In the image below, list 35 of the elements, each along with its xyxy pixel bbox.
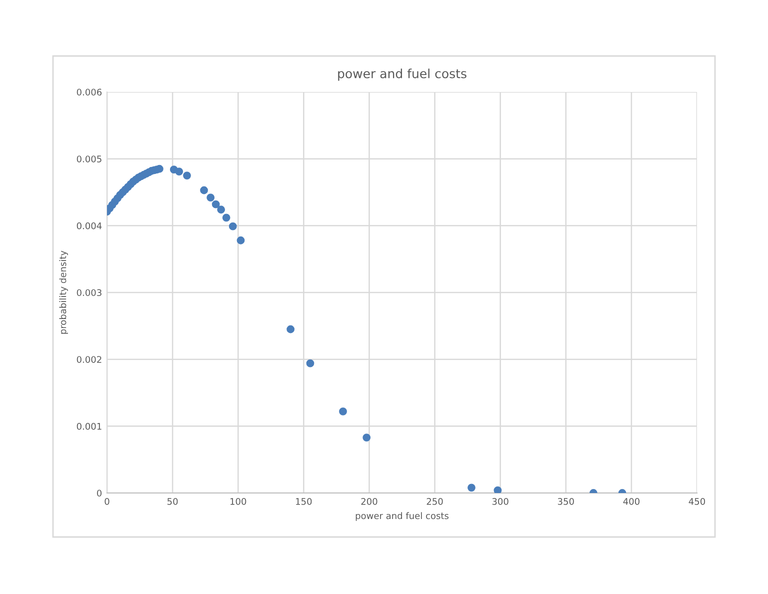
point: [468, 484, 476, 492]
y-tick-label: 0: [96, 490, 102, 497]
x-tick-label: 200: [361, 498, 378, 505]
x-tick-label: 250: [426, 498, 443, 505]
x-axis-title: power and fuel costs: [356, 512, 449, 521]
point: [175, 168, 184, 176]
point: [183, 172, 191, 180]
x-tick-label: 100: [230, 498, 246, 505]
point: [222, 214, 230, 222]
x-tick-label: 50: [168, 498, 178, 505]
y-tick-label: 0.006: [76, 88, 102, 96]
point: [200, 186, 208, 194]
point: [236, 236, 245, 244]
point: [494, 486, 502, 493]
y-tick-label: 0.005: [76, 156, 102, 162]
point: [206, 194, 215, 202]
x-tick-label: 400: [623, 498, 640, 505]
y-tick-label: 0.003: [76, 289, 102, 296]
point: [286, 325, 295, 334]
y-axis-title: probability density: [59, 250, 68, 334]
point: [212, 200, 220, 208]
chart-title: power and fuel costs: [338, 68, 466, 81]
x-tick-label: 0: [104, 498, 110, 505]
y-tick-label: 0.001: [76, 422, 102, 430]
point: [306, 359, 314, 368]
x-tick-label: 450: [688, 498, 706, 505]
point: [339, 408, 347, 416]
y-tick-label: 0.004: [76, 222, 102, 230]
point: [217, 206, 226, 214]
x-tick-label: 150: [296, 498, 312, 505]
point: [362, 434, 371, 442]
point: [228, 222, 237, 230]
x-tick-label: 300: [492, 498, 508, 505]
y-tick-label: 0.002: [76, 356, 102, 363]
x-tick-label: 350: [558, 498, 574, 505]
